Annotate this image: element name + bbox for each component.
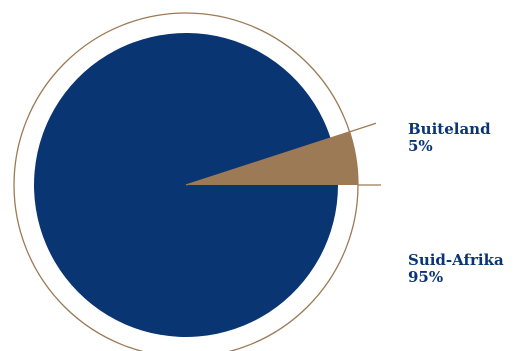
label-suid-afrika-value: 95%: [408, 268, 444, 286]
pie-slice-buiteland: [186, 131, 358, 185]
label-buiteland: Buiteland 5%: [408, 121, 491, 155]
pie-slice-suid-afrika: [34, 33, 338, 338]
leader-lines: [185, 122, 381, 186]
label-buiteland-value: 5%: [408, 137, 433, 155]
label-suid-afrika: Suid-Afrika 95%: [408, 252, 504, 286]
leader-line-top: [185, 122, 377, 186]
label-suid-afrika-name: Suid-Afrika: [408, 251, 504, 269]
pie-slices: [34, 33, 358, 338]
label-buiteland-name: Buiteland: [408, 120, 491, 138]
